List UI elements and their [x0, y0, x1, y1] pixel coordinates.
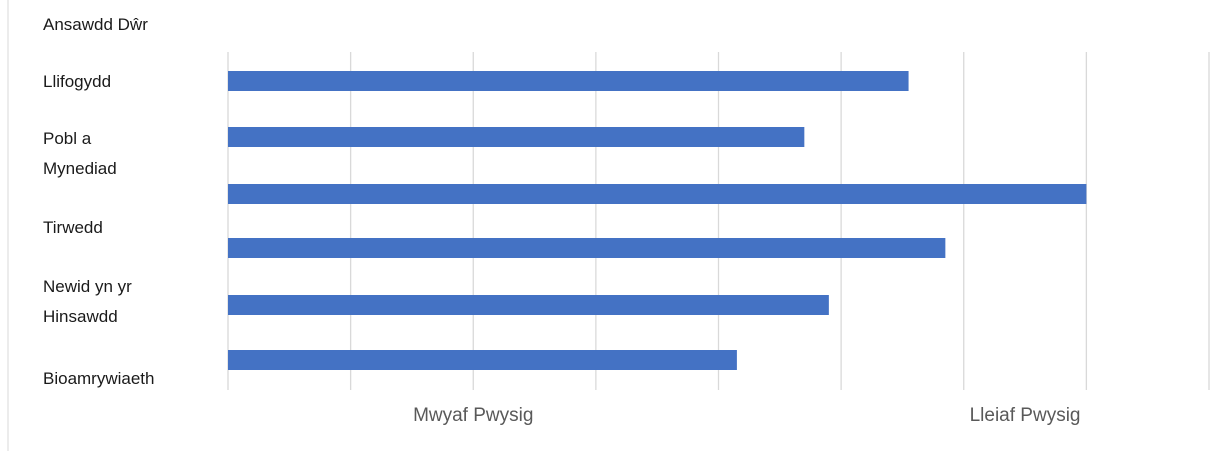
category-label: Hinsawdd: [43, 307, 118, 326]
category-label: Ansawdd Dŵr: [43, 15, 148, 34]
category-labels: Ansawdd Dŵr Llifogydd Pobl a Mynediad Tirwed…: [43, 15, 155, 388]
category-label: Pobl a: [43, 129, 92, 148]
bar: [228, 127, 805, 147]
x-axis-label: Lleiaf Pwysig: [970, 405, 1081, 426]
category-label: Llifogydd: [43, 72, 111, 91]
bar: [228, 350, 737, 370]
category-label: Bioamrywiaeth: [43, 369, 155, 388]
bar: [228, 184, 1087, 204]
category-label: Tirwedd: [43, 218, 103, 237]
bar: [228, 71, 909, 91]
grid-lines: [227, 52, 1210, 390]
bar: [228, 238, 946, 258]
x-axis-label: Mwyaf Pwysig: [413, 405, 533, 426]
x-axis-labels: Mwyaf Pwysig Lleiaf Pwysig: [413, 405, 1080, 426]
category-label: Mynediad: [43, 159, 117, 178]
bar: [228, 295, 829, 315]
bars: [228, 71, 1087, 370]
category-label: Newid yn yr: [43, 277, 132, 296]
